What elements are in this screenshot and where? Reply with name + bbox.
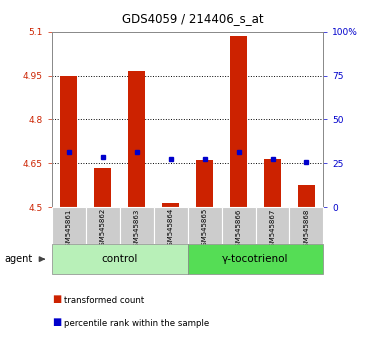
Bar bbox=[154, 207, 187, 244]
Bar bbox=[128, 71, 145, 207]
Bar bbox=[86, 207, 120, 244]
Text: GSM545868: GSM545868 bbox=[303, 208, 310, 251]
Text: agent: agent bbox=[5, 254, 33, 264]
Text: ■: ■ bbox=[52, 317, 61, 327]
Bar bbox=[188, 244, 323, 274]
Text: ■: ■ bbox=[52, 294, 61, 304]
Bar bbox=[196, 160, 213, 207]
Bar bbox=[94, 168, 111, 207]
Text: GSM545862: GSM545862 bbox=[100, 208, 106, 251]
Bar bbox=[230, 36, 247, 207]
Bar bbox=[290, 207, 323, 244]
Text: GSM545864: GSM545864 bbox=[168, 208, 174, 251]
Bar bbox=[188, 207, 222, 244]
Bar bbox=[256, 207, 290, 244]
Bar bbox=[162, 203, 179, 207]
Text: control: control bbox=[102, 254, 138, 264]
Bar bbox=[120, 207, 154, 244]
Text: γ-tocotrienol: γ-tocotrienol bbox=[222, 254, 289, 264]
Text: GDS4059 / 214406_s_at: GDS4059 / 214406_s_at bbox=[122, 12, 263, 25]
Text: GSM545865: GSM545865 bbox=[202, 208, 208, 251]
Text: percentile rank within the sample: percentile rank within the sample bbox=[64, 319, 209, 329]
Bar bbox=[298, 185, 315, 207]
Bar bbox=[264, 159, 281, 207]
Bar bbox=[60, 76, 77, 207]
Text: GSM545863: GSM545863 bbox=[134, 208, 140, 251]
Text: transformed count: transformed count bbox=[64, 296, 144, 306]
Text: GSM545866: GSM545866 bbox=[236, 208, 241, 251]
Bar bbox=[52, 244, 188, 274]
Text: GSM545861: GSM545861 bbox=[66, 208, 72, 251]
Bar bbox=[52, 207, 86, 244]
Bar bbox=[222, 207, 256, 244]
Text: GSM545867: GSM545867 bbox=[270, 208, 276, 251]
